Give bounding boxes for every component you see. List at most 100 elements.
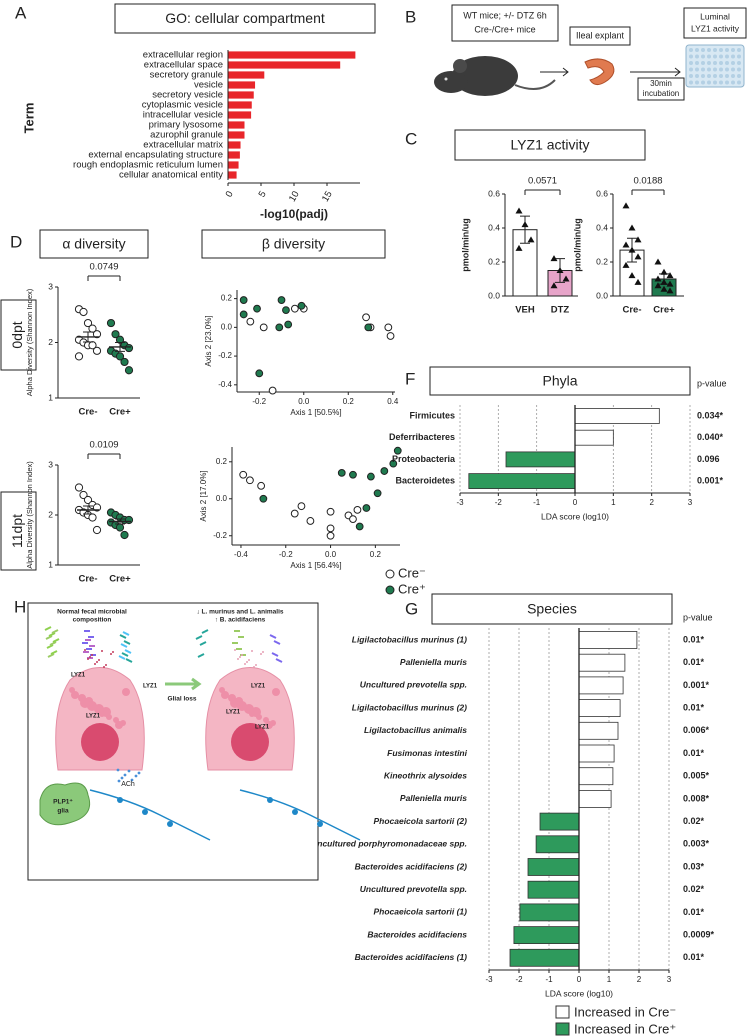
data-point [290, 304, 299, 313]
data-point [255, 369, 264, 378]
data-point [550, 255, 558, 262]
box-text: incubation [643, 89, 679, 98]
data-point [393, 446, 402, 455]
data-point [355, 522, 364, 531]
granule [256, 714, 262, 720]
y-tick-label: 0.0 [596, 290, 608, 300]
y-tick-label: Deferribacteres [389, 432, 455, 442]
data-point [654, 282, 662, 289]
p-value: 0.01* [683, 634, 705, 644]
y-tick-label: 3 [48, 459, 53, 469]
arrow [165, 677, 202, 691]
x-axis-label: Axis 1 [56.4%] [290, 561, 341, 570]
y-tick-label: -0.2 [213, 531, 227, 540]
x-tick-label: 15 [320, 189, 335, 204]
y-tick-label: Bacteroides acidifaciens (1) [355, 952, 468, 962]
secreted-lyz1 [91, 654, 93, 656]
chart-title: Species [527, 601, 577, 617]
data-point [259, 494, 268, 503]
box-text: Luminal [700, 11, 730, 21]
data-point [83, 318, 93, 328]
chart-title: LYZ1 activity [510, 137, 589, 153]
data-point [92, 330, 102, 339]
data-point [660, 278, 668, 285]
y-tick-label: Firmicutes [409, 410, 455, 420]
y-tick-label: Kineothrix alysoides [384, 770, 467, 780]
data-point [366, 472, 375, 481]
plate-well [707, 74, 711, 78]
legend-marker [385, 569, 395, 579]
panel-label: F [405, 369, 415, 388]
p-value: 0.003* [683, 839, 710, 849]
plate-well [695, 74, 699, 78]
x-tick-label: -1 [533, 498, 541, 507]
data-point [115, 352, 125, 361]
data-point [297, 502, 306, 511]
data-point [284, 320, 293, 329]
y-tick-label: secretory granule [150, 70, 223, 81]
data-point [362, 313, 370, 322]
data-point [282, 306, 290, 315]
x-tick-label: -0.4 [234, 550, 248, 559]
data-point [111, 330, 120, 339]
box-text: WT mice; +/- DTZ 6h [463, 10, 547, 20]
y-axis-label: Axis 2 [23.0%] [204, 315, 213, 366]
secreted-lyz1 [253, 666, 255, 668]
microbe [118, 655, 126, 660]
plate-well [737, 48, 741, 52]
p-value-label: 0.0109 [89, 440, 118, 451]
data-point [337, 468, 346, 477]
x-tick-label: Cre- [622, 305, 641, 316]
y-tick-label: 0.0 [216, 494, 228, 503]
y-axis-label: Alpha Diversity (Shannon Index) [25, 288, 34, 396]
bar [228, 141, 241, 149]
bar [228, 121, 245, 129]
lyz1-label: LYZ1 [143, 684, 158, 690]
y-tick-label: 0.4 [596, 222, 608, 232]
granule [230, 698, 240, 708]
bar [578, 790, 612, 808]
x-tick-label: 3 [688, 498, 693, 507]
p-value: 0.01* [683, 907, 705, 917]
y-tick-label: Phocaeicola sartorii (2) [373, 816, 467, 826]
legend-label: Cre⁻ [398, 565, 426, 580]
data-point [79, 490, 88, 500]
error-bar [115, 518, 125, 525]
microbe [120, 643, 128, 648]
y-tick-label: 1 [48, 559, 53, 569]
granule [122, 688, 130, 696]
microbe [123, 640, 131, 645]
y-tick-label: Fusimonas intestini [387, 748, 467, 758]
plate-well [713, 54, 717, 59]
plate-well [695, 48, 699, 52]
secreted-lyz1 [112, 651, 114, 653]
microbe [124, 649, 132, 654]
y-tick-label: extracellular matrix [143, 140, 223, 151]
box-text: Cre-/Cre+ mice [474, 24, 535, 34]
y-tick-label: azurophil granule [150, 130, 223, 141]
secreted-lyz1 [110, 653, 112, 655]
x-tick-label: 2 [649, 498, 654, 507]
data-point [660, 285, 668, 292]
secreted-lyz1 [262, 651, 264, 653]
data-point [666, 280, 674, 287]
y-tick-label: vesicle [194, 80, 223, 91]
lyz1-label: LYZ1 [251, 684, 266, 690]
plate-well [707, 67, 711, 72]
plate-well [737, 61, 741, 65]
p-value: 0.02* [683, 884, 705, 894]
y-axis-label: Term [21, 103, 36, 134]
glia-label: glia [57, 808, 69, 815]
varicosity [267, 797, 273, 803]
data-point [246, 317, 255, 326]
mouse-eye [444, 77, 448, 81]
plate-well [689, 74, 693, 78]
data-point [124, 366, 134, 375]
p-value: 0.03* [683, 861, 705, 871]
y-tick-label: Bacteroides acidifaciens [367, 929, 467, 939]
caption: Normal fecal microbial [57, 609, 127, 616]
panel-label: A [15, 3, 27, 22]
granule [265, 721, 273, 729]
plate-well [701, 74, 705, 78]
